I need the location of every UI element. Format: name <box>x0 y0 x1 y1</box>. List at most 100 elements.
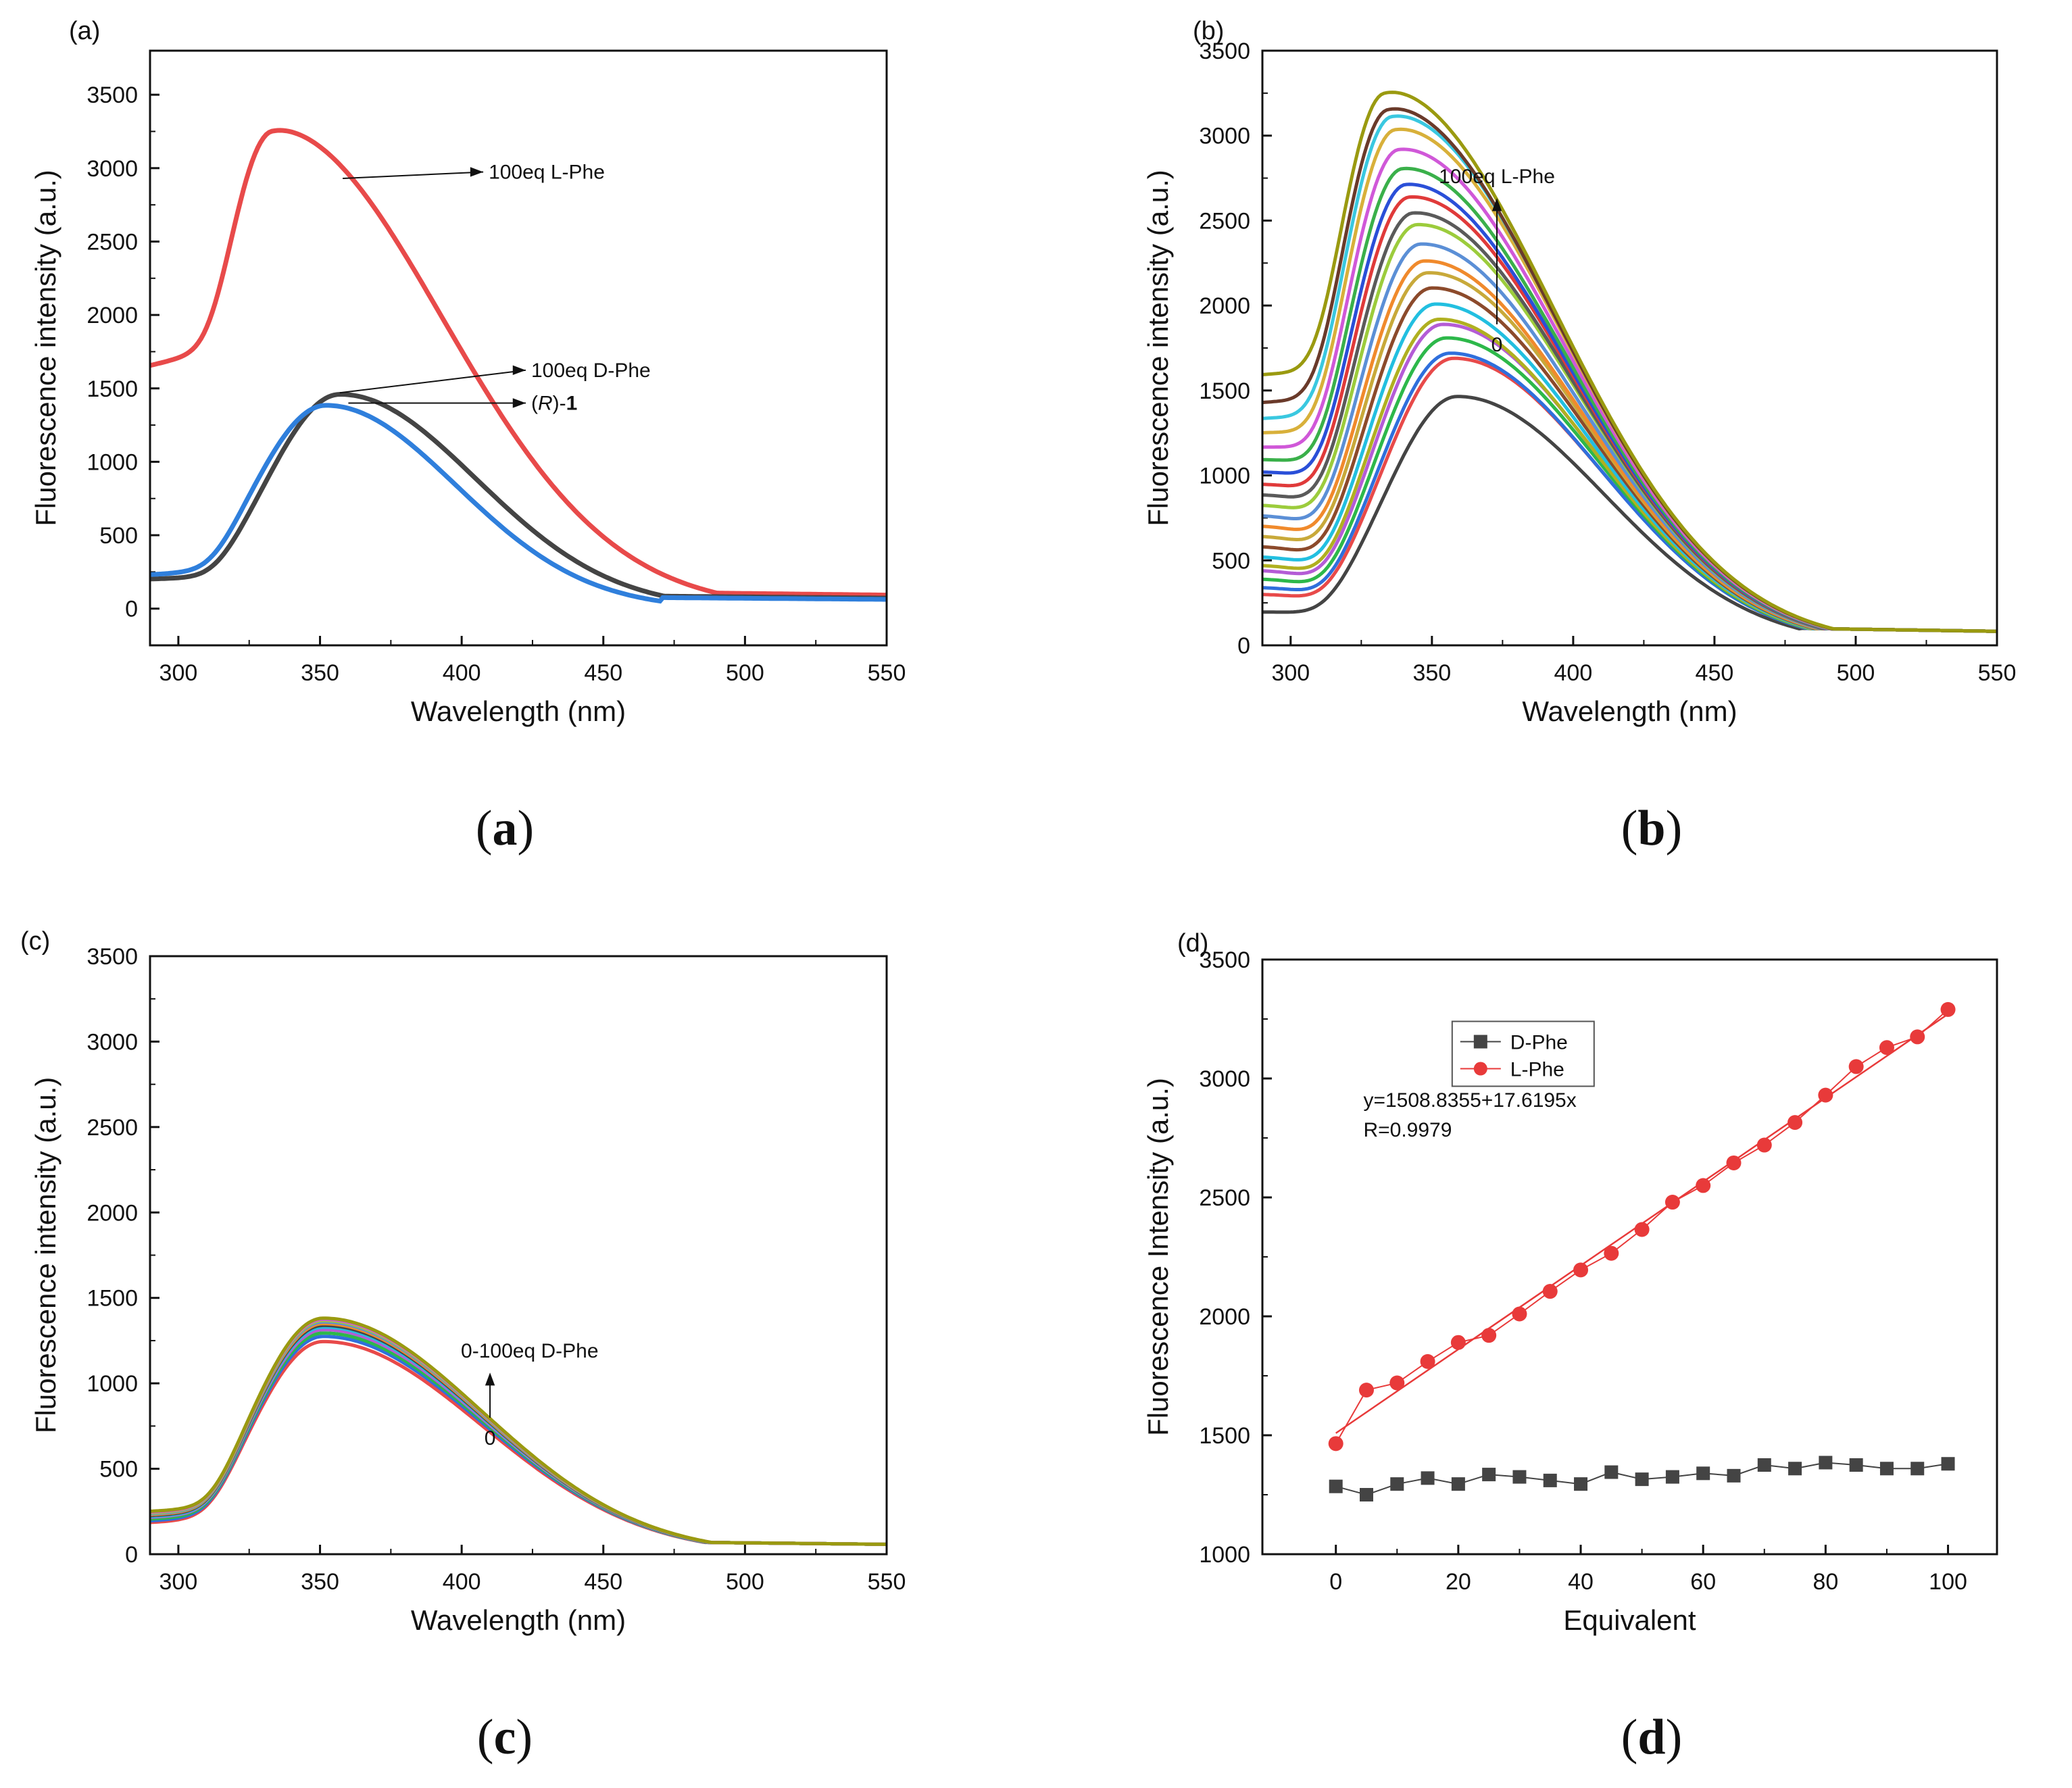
data-point-d-phe <box>1451 1477 1465 1491</box>
panel-a: 300 350 400 450 500 550 0 500 1000 1500 2000 2500 30… <box>30 17 906 856</box>
data-point-l-phe <box>1664 1195 1680 1210</box>
series-group <box>150 1316 887 1546</box>
series-group <box>1328 1001 1956 1501</box>
x-tick-label: 300 <box>1271 660 1310 686</box>
legend-marker <box>1473 1062 1487 1076</box>
annotation-label: 100eq L-Phe <box>1439 166 1555 188</box>
series-line-r-1 <box>150 403 887 604</box>
data-point-l-phe <box>1940 1001 1956 1017</box>
y-tick-label: 3500 <box>87 944 138 970</box>
data-point-l-phe <box>1696 1178 1711 1193</box>
data-point-l-phe <box>1573 1262 1589 1278</box>
x-axis-label: Equivalent <box>1563 1604 1696 1636</box>
y-tick-label: 3500 <box>1199 947 1250 973</box>
panel-tag: (a) <box>69 17 100 45</box>
annotation-label: 100eq L-Phe <box>489 161 605 183</box>
data-point-l-phe <box>1328 1436 1343 1451</box>
data-point-d-phe <box>1482 1468 1496 1482</box>
series-line-20eq <box>150 1331 887 1546</box>
series-line-0eq <box>1262 395 1997 633</box>
x-tick-label: 500 <box>1837 660 1875 686</box>
x-tick-label: 350 <box>301 1569 339 1595</box>
x-tick-label: 450 <box>584 660 622 686</box>
plot-frame <box>149 49 888 647</box>
x-tick-label: 400 <box>1554 660 1593 686</box>
legend-label: D-Phe <box>1510 1032 1568 1054</box>
plot-frame <box>1261 49 1998 647</box>
data-point-d-phe <box>1635 1472 1649 1487</box>
annotation-arrow <box>339 369 526 394</box>
panel-tag: (b) <box>1193 17 1224 45</box>
y-tick-label: 2500 <box>87 229 138 255</box>
data-point-l-phe <box>1358 1383 1374 1398</box>
data-point-d-phe <box>1788 1462 1802 1476</box>
y-tick-label: 2000 <box>1199 1304 1250 1330</box>
panel-caption: (c) <box>477 1710 533 1765</box>
x-tick-label: 550 <box>868 1569 906 1595</box>
panel-caption: (b) <box>1621 801 1682 856</box>
plot-frame <box>1261 958 1998 1556</box>
panel-tag: (d) <box>1177 929 1208 958</box>
y-tick-label: 0 <box>1237 633 1250 659</box>
data-point-l-phe <box>1818 1087 1833 1103</box>
y-tick-label: 1500 <box>87 376 138 402</box>
legend-marker <box>1473 1035 1487 1049</box>
fit-equation: y=1508.8355+17.6195x <box>1363 1089 1576 1112</box>
x-tick-label: 350 <box>1412 660 1451 686</box>
series-group <box>150 128 887 604</box>
annotation-label: 100eq D-Phe <box>531 359 651 382</box>
y-tick-label: 0 <box>125 1542 138 1568</box>
series-line-95eq <box>1262 107 1997 633</box>
panel-c: 300 350 400 450 500 550 0 500 1000 1500 2000 2500 30… <box>20 927 906 1765</box>
panel-b: 300 350 400 450 500 550 0 500 1000 1500 2000 2500 30… <box>1142 17 2016 856</box>
series-line-100eq <box>1262 91 1997 633</box>
data-point-l-phe <box>1879 1040 1894 1056</box>
y-tick-label: 1000 <box>87 1371 138 1397</box>
panel-caption: (a) <box>476 801 534 856</box>
series-line-l-phe <box>150 128 887 598</box>
x-axis-label: Wavelength (nm) <box>411 1604 626 1636</box>
legend-box <box>1451 1020 1595 1087</box>
x-tick-label: 500 <box>726 1569 764 1595</box>
y-tick-label: 2000 <box>87 303 138 328</box>
panel-caption: (d) <box>1621 1710 1682 1765</box>
data-point-d-phe <box>1574 1477 1588 1491</box>
data-point-d-phe <box>1512 1470 1527 1484</box>
panel-tag: (c) <box>20 927 50 955</box>
y-tick-label: 2500 <box>1199 1185 1250 1211</box>
arrow-head <box>1491 198 1502 212</box>
caption-letter: b <box>1637 801 1665 856</box>
series-line-100eq <box>150 1316 887 1546</box>
data-point-d-phe <box>1849 1458 1863 1472</box>
data-point-l-phe <box>1848 1059 1864 1074</box>
x-tick-label: 40 <box>1568 1569 1594 1595</box>
caption-letter: c <box>494 1710 516 1765</box>
series-group <box>1262 91 1997 633</box>
x-tick-label: 0 <box>1329 1569 1342 1595</box>
x-tick-label: 100 <box>1929 1569 1967 1595</box>
x-tick-label: 300 <box>159 1569 198 1595</box>
series-line-55eq <box>1262 222 1997 633</box>
y-tick-label: 1000 <box>1199 464 1250 489</box>
series-line-d-phe <box>150 391 887 601</box>
data-point-l-phe <box>1726 1155 1742 1170</box>
x-tick-label: 500 <box>726 660 764 686</box>
annotation-label: 0-100eq D-Phe <box>461 1340 598 1362</box>
data-point-d-phe <box>1421 1471 1435 1485</box>
data-point-d-phe <box>1390 1477 1404 1491</box>
data-point-d-phe <box>1910 1462 1925 1476</box>
legend-label: L-Phe <box>1510 1059 1564 1081</box>
arrow-head <box>485 1372 495 1386</box>
data-point-d-phe <box>1941 1457 1955 1471</box>
arrow-head <box>512 398 526 408</box>
y-axis-label: Fluorescence intensity (a.u.) <box>30 170 61 526</box>
plot-frame <box>149 955 888 1556</box>
data-point-l-phe <box>1604 1245 1619 1261</box>
y-tick-label: 3000 <box>1199 1066 1250 1092</box>
x-tick-label: 20 <box>1446 1569 1471 1595</box>
x-tick-label: 450 <box>584 1569 622 1595</box>
y-axis-label: Fluorescence Intensity (a.u.) <box>1142 1078 1174 1436</box>
data-point-d-phe <box>1665 1470 1679 1484</box>
x-tick-label: 450 <box>1696 660 1734 686</box>
y-tick-label: 3000 <box>87 1029 138 1055</box>
